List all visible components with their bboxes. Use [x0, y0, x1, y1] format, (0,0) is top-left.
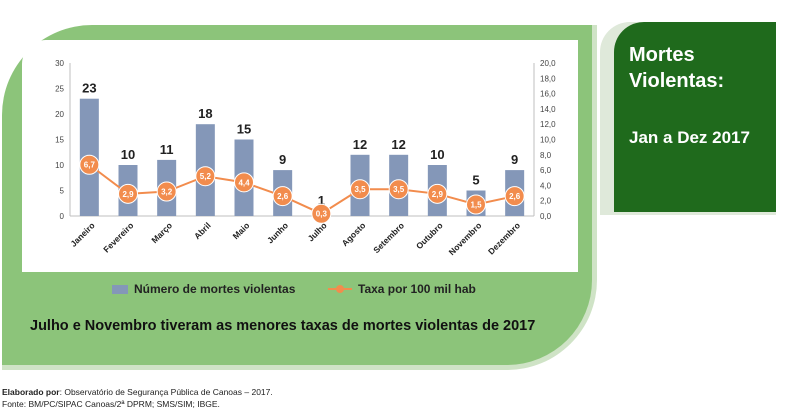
footer-elaborated-label: Elaborado por	[2, 387, 60, 397]
y-left-tick-label: 15	[55, 136, 64, 145]
x-tick-label: Dezembro	[486, 220, 522, 256]
rate-value-label: 0,3	[316, 210, 328, 219]
rate-value-label: 2,9	[122, 190, 134, 199]
legend-item-bars: Número de mortes violentas	[112, 282, 295, 296]
x-tick-label: Abril	[192, 220, 213, 241]
bar-value-label: 9	[511, 152, 518, 167]
bar-value-label: 11	[160, 142, 174, 157]
rate-value-label: 1,5	[470, 201, 482, 210]
footer-elaborated-text: : Observatório de Segurança Pública de C…	[59, 387, 273, 397]
title-period: Jan a Dez 2017	[629, 128, 750, 147]
rate-point	[79, 154, 100, 175]
legend-line-label: Taxa por 100 mil hab	[358, 282, 476, 296]
chart-area: 0 5 10 15 20 25 30 0,0 2,0 4,0 6,0 8,0 10,0 12,0 14,0 1…	[22, 40, 578, 272]
y-right-tick-label: 2,0	[540, 197, 552, 206]
y-right-tick-label: 16,0	[540, 90, 556, 99]
rate-value-label: 3,2	[161, 188, 173, 197]
x-tick-label: Outubro	[414, 220, 445, 251]
legend-bar-label: Número de mortes violentas	[134, 282, 296, 296]
title-line-2: Violentas:	[629, 70, 725, 92]
combo-chart: 0510152025300,02,04,06,08,010,012,014,01…	[55, 59, 556, 257]
y-right-tick-label: 4,0	[540, 181, 552, 190]
bar-value-label: 10	[430, 147, 444, 162]
rate-point	[504, 186, 525, 207]
chart-legend: Número de mortes violentas Taxa por 100 …	[0, 282, 600, 302]
rate-line	[88, 163, 515, 215]
footer: Elaborado por: Observatório de Segurança…	[2, 386, 273, 410]
rate-point	[388, 179, 409, 200]
bar-value-label: 9	[279, 152, 286, 167]
bar-value-label: 12	[391, 137, 405, 152]
x-tick-label: Julho	[306, 220, 329, 243]
rate-value-label: 4,4	[238, 178, 250, 187]
rate-point	[466, 194, 486, 215]
rate-point	[156, 181, 177, 202]
y-left-tick-label: 25	[55, 85, 64, 94]
footer-source: Fonte: BM/PC/SIPAC Canoas/2ª DPRM; SMS/S…	[2, 399, 220, 409]
y-left-tick-label: 0	[60, 212, 65, 221]
x-tick-label: Junho	[265, 220, 290, 245]
bar-value-label: 5	[472, 173, 479, 188]
x-tick-label: Maio	[231, 220, 252, 241]
y-right-tick-label: 14,0	[540, 105, 556, 114]
rate-value-label: 2,9	[432, 190, 444, 199]
bar-value-label: 23	[82, 81, 96, 96]
y-right-tick-label: 12,0	[540, 120, 556, 129]
bar-value-label: 1	[318, 193, 325, 208]
x-tick-label: Março	[149, 220, 174, 245]
rate-point	[234, 172, 254, 193]
x-tick-label: Janeiro	[68, 220, 96, 248]
legend-item-line: Taxa por 100 mil hab	[328, 282, 476, 296]
rate-point	[311, 203, 332, 224]
rate-value-label: 2,6	[277, 192, 289, 201]
bar-value-label: 15	[237, 122, 251, 137]
y-left-tick-label: 20	[55, 110, 64, 119]
rate-value-label: 3,5	[393, 185, 405, 194]
rate-point	[350, 179, 370, 200]
bar-value-label: 12	[353, 137, 367, 152]
y-right-tick-label: 6,0	[540, 166, 552, 175]
bar-value-label: 18	[198, 106, 212, 121]
rate-point	[118, 183, 138, 204]
footer-elaborated: Elaborado por: Observatório de Segurança…	[2, 386, 273, 398]
y-right-tick-label: 20,0	[540, 59, 556, 68]
y-left-tick-label: 10	[55, 161, 64, 170]
rate-value-label: 2,6	[509, 192, 521, 201]
bar-value-label: 10	[121, 147, 135, 162]
legend-line-swatch	[328, 284, 352, 294]
rate-value-label: 5,2	[200, 172, 212, 181]
rate-point	[195, 166, 216, 187]
y-right-tick-label: 0,0	[540, 212, 552, 221]
x-tick-label: Novembro	[447, 220, 484, 257]
chart-caption: Julho e Novembro tiveram as menores taxa…	[30, 318, 536, 334]
x-tick-label: Agosto	[340, 220, 368, 248]
title-card: Mortes Violentas: Jan a Dez 2017	[614, 22, 776, 212]
y-left-tick-label: 30	[55, 59, 64, 68]
title-line-1: Mortes	[629, 44, 695, 66]
x-tick-label: Fevereiro	[101, 220, 135, 254]
rate-point	[272, 186, 293, 207]
y-right-tick-label: 10,0	[540, 136, 556, 145]
rate-value-label: 6,7	[84, 161, 96, 170]
y-left-tick-label: 5	[60, 187, 65, 196]
rate-value-label: 3,5	[354, 185, 366, 194]
y-right-tick-label: 8,0	[540, 151, 552, 160]
rate-point	[427, 183, 448, 204]
y-right-tick-label: 18,0	[540, 74, 556, 83]
legend-bar-swatch	[112, 284, 128, 294]
x-tick-label: Setembro	[371, 220, 406, 255]
